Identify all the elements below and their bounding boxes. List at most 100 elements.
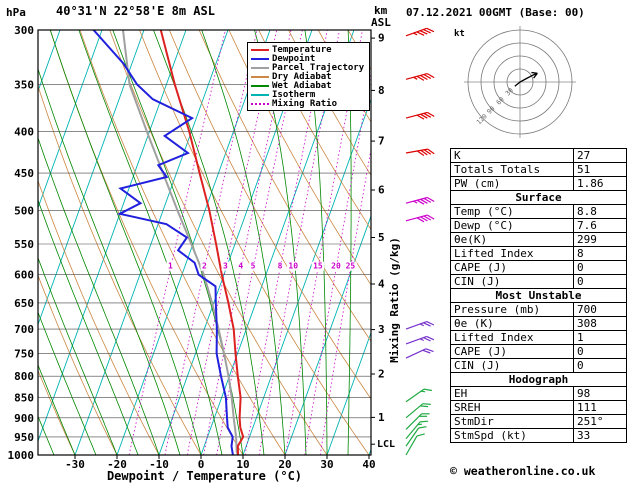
pressure-tick-label: 800 [14,370,34,383]
legend-label: Dry Adiabat [272,71,332,82]
table-row-label: θe(K) [451,233,574,246]
hodograph-ring [480,42,560,122]
plot-frame [37,29,372,456]
hodograph-ring-label: 90 [485,105,496,116]
table-row-value: 111 [577,401,597,414]
mixing-ratio-value-label: 4 [238,262,243,271]
temp-tick-label: -10 [149,458,169,471]
table-row-value: 0 [577,261,584,274]
temp-tick-label: 10 [236,458,249,471]
legend-item: Wet Adiabat [250,80,367,91]
hodograph-ring-label: 120 [475,112,489,126]
skewt-chart: 1 2 3 4 5 8 10 15 20 2530035040045050055060065070… [8,24,435,471]
table-row-label: CIN (J) [451,275,574,288]
legend-label: Temperature [272,44,332,55]
km-tick-label: 1 [378,411,385,424]
legend-swatch [251,102,269,105]
table-row: SREH 111 [451,400,626,414]
table-section-title: Most Unstable [451,288,626,302]
table-row: PW (cm) 1.86 [451,176,626,190]
km-tick-label: 2 [378,368,385,381]
mixing-ratio-value-label: 10 [288,262,298,271]
table-row: EH 98 [451,386,626,400]
table-row: CAPE (J) 0 [451,260,626,274]
table-row-label: EH [451,387,574,400]
legend-label: Isotherm [272,89,316,100]
pressure-tick-label: 550 [14,238,34,251]
hodograph-ring-label: 30 [504,86,515,97]
legend-swatch [251,84,269,87]
hodograph-ring [493,55,547,109]
station-title: 40°31'N 22°58'E 8m ASL [56,4,215,18]
pressure-tick-label: 500 [14,204,34,217]
km-tick-label: 6 [378,184,385,197]
table-row-value: 8.8 [577,205,597,218]
legend-item: Parcel Trajectory [250,62,367,73]
legend-label: Wet Adiabat [272,80,332,91]
legend-swatch [251,57,269,60]
pressure-tick-label: 350 [14,78,34,91]
table-row-label: Totals Totals [451,163,574,176]
height-axis-unit: km [374,4,388,17]
table-row: Totals Totals 51 [451,162,626,176]
table-row: Lifted Index 1 [451,330,626,344]
table-row: K 27 [451,149,626,162]
mixing-ratio-value-label: 1 [168,262,173,271]
mixing-ratio-axis-label: Mixing Ratio (g/kg) [388,237,401,363]
mixing-ratio-value-label: 8 [278,262,283,271]
legend-swatch [251,48,269,51]
table-row-label: Lifted Index [451,247,574,260]
table-row-label: Pressure (mb) [451,303,574,316]
table-row-label: PW (cm) [451,177,574,190]
legend-item: Temperature [250,44,367,55]
table-row: StmDir 251° [451,414,626,428]
km-tick-label: 5 [378,231,385,244]
table-row-value: 33 [577,429,591,442]
table-row-label: Dewp (°C) [451,219,574,232]
table-row-label: CAPE (J) [451,345,574,358]
table-row-value: 1.86 [577,177,604,190]
table-row-label: K [451,149,574,162]
mixing-ratio-value-label: 3 [223,262,228,271]
km-tick-label: 7 [378,135,385,148]
legend-swatch [251,93,269,96]
pressure-tick-label: 600 [14,269,34,282]
x-axis-label: Dewpoint / Temperature (°C) [106,469,303,483]
temp-tick-label: 30 [320,458,333,471]
table-row-value: 251° [577,415,604,428]
table-row-value: 8 [577,247,584,260]
skewt-plot-area [38,30,371,455]
dewpoint-line [92,30,234,455]
lcl-label: LCL [377,439,395,450]
table-row-value: 0 [577,275,584,288]
table-row: θe(K) 299 [451,232,626,246]
pressure-tick-label: 700 [14,323,34,336]
height-axis-asl: ASL [371,16,391,29]
legend-item: Isotherm [250,89,367,100]
table-row: Lifted Index 8 [451,246,626,260]
mixing-ratio-value-label: 15 [313,262,323,271]
legend-item: Dewpoint [250,53,367,64]
stats-table: K 27 Totals Totals 51 PW (cm) 1.86 Surfac… [450,148,627,443]
pressure-tick-label: 850 [14,392,34,405]
table-row-value: 1 [577,331,584,344]
legend-item: Mixing Ratio [250,99,367,109]
copyright: © weatheronline.co.uk [450,464,596,478]
legend-swatch [251,75,269,78]
legend-label: Parcel Trajectory [272,62,365,73]
pressure-tick-label: 950 [14,431,34,444]
mixing-ratio-value-label: 2 [202,262,207,271]
table-row-label: CIN (J) [451,359,574,372]
km-tick-label: 8 [378,84,385,97]
table-row-value: 299 [577,233,597,246]
pressure-tick-label: 400 [14,126,34,139]
table-row-value: 98 [577,387,591,400]
legend-label: Dewpoint [272,53,316,64]
run-datetime: 07.12.2021 00GMT (Base: 00) [406,6,585,19]
chart-legend: Temperature Dewpoint Parcel Trajectory D… [247,42,370,111]
km-tick-label: 9 [378,32,385,45]
table-row-value: 7.6 [577,219,597,232]
temperature-line [159,30,245,455]
